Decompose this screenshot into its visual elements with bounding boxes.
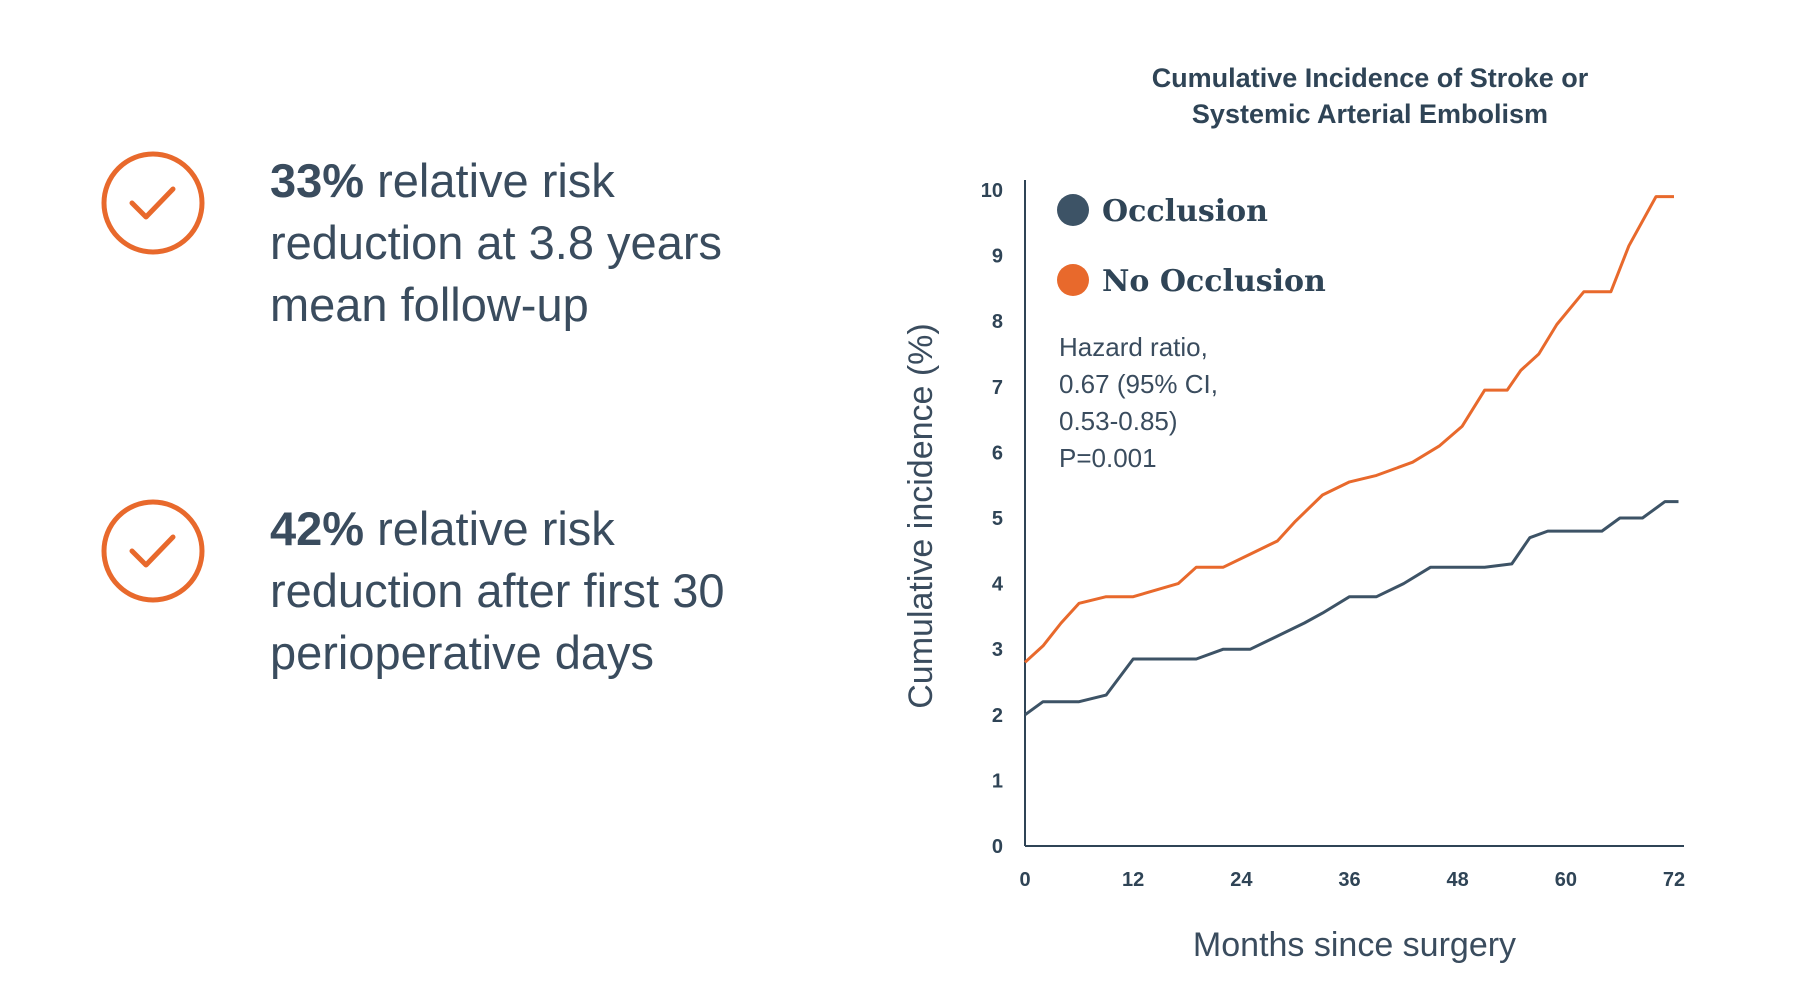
stat-line: reduction at 3.8 years [270, 216, 722, 269]
y-tick-label: 9 [992, 246, 1003, 268]
series-line-no-occlusion [1023, 195, 1674, 664]
y-tick-label: 4 [992, 574, 1004, 596]
stat-line: mean follow-up [270, 278, 589, 331]
legend-label: No Occlusion [1102, 264, 1326, 299]
stat-percent: 42% [270, 502, 365, 555]
stat-text: 42% relative risk reduction after first … [270, 498, 790, 684]
annotation-line: 0.67 (95% CI, [1059, 369, 1218, 399]
chart-series [1023, 195, 1679, 717]
y-tick-label: 1 [992, 770, 1003, 792]
x-tick-label: 24 [1230, 869, 1253, 891]
y-tick-label: 6 [992, 442, 1003, 464]
stat-line: relative risk [364, 502, 615, 555]
stat-line: relative risk [364, 154, 615, 207]
legend-swatch [1057, 264, 1089, 296]
chart-legend: Occlusion No Occlusion [1057, 194, 1326, 299]
x-tick-label: 48 [1447, 869, 1469, 891]
annotation-line: Hazard ratio, [1059, 332, 1208, 362]
check-circle-icon [101, 151, 205, 255]
chart-title-line: Systemic Arterial Embolism [1191, 99, 1549, 129]
x-tick-label: 0 [1019, 869, 1030, 891]
x-tick-label: 36 [1338, 869, 1360, 891]
y-tick-label: 5 [992, 508, 1003, 530]
x-axis-title: Months since surgery [1193, 926, 1516, 964]
y-tick-label: 10 [981, 180, 1003, 202]
annotation-line: 0.53-0.85) [1059, 406, 1178, 436]
chart-title: Cumulative Incidence of Stroke or System… [1110, 60, 1630, 132]
annotation-line: P=0.001 [1059, 443, 1157, 473]
legend-swatch [1057, 194, 1089, 226]
x-tick-label: 12 [1122, 869, 1144, 891]
stat-item: 33% relative risk reduction at 3.8 years… [100, 150, 790, 336]
legend-label: Occlusion [1102, 194, 1268, 229]
y-tick-label: 3 [992, 639, 1003, 661]
stat-percent: 33% [270, 154, 365, 207]
y-tick-label: 7 [992, 377, 1003, 399]
series-line-occlusion [1024, 500, 1679, 717]
chart-title-line: Cumulative Incidence of Stroke or [1151, 63, 1589, 93]
stat-line: reduction after first 30 [270, 564, 725, 617]
y-tick-label: 2 [992, 705, 1003, 727]
stat-text: 33% relative risk reduction at 3.8 years… [270, 150, 790, 336]
stat-line: perioperative days [270, 626, 655, 679]
hazard-ratio-annotation: Hazard ratio, 0.67 (95% CI, 0.53-0.85) P=0.… [1059, 332, 1218, 473]
stat-item: 42% relative risk reduction after first … [100, 498, 790, 684]
x-tick-label: 60 [1555, 869, 1577, 891]
y-tick-label: 8 [992, 311, 1003, 333]
check-circle-icon [101, 499, 205, 603]
y-tick-label: 0 [992, 836, 1003, 858]
x-tick-label: 72 [1663, 869, 1685, 891]
y-axis-title: Cumulative incidence (%) [902, 323, 940, 709]
